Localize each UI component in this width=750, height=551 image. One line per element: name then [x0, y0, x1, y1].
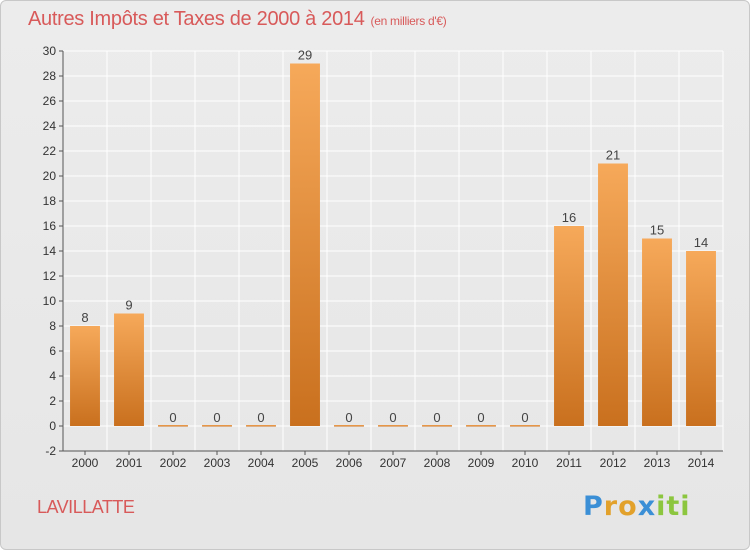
x-tick-label: 2005 — [292, 456, 319, 470]
bar-2004 — [246, 425, 276, 427]
x-tick-label: 2008 — [424, 456, 451, 470]
y-tick-label: 18 — [43, 194, 57, 208]
data-label: 0 — [433, 410, 440, 425]
data-label: 15 — [650, 223, 664, 238]
data-label: 16 — [562, 210, 576, 225]
bar-2007 — [378, 425, 408, 427]
y-tick-label: 6 — [49, 344, 56, 358]
data-label: 9 — [125, 298, 132, 313]
data-label: 0 — [213, 410, 220, 425]
y-tick-label: 0 — [49, 419, 56, 433]
data-label: 14 — [694, 235, 708, 250]
bar-2006 — [334, 425, 364, 427]
logo-letter: x — [637, 491, 657, 522]
x-tick-label: 2003 — [204, 456, 231, 470]
x-tick-label: 2011 — [556, 456, 582, 470]
data-label: 29 — [298, 48, 312, 63]
bar-2012 — [598, 163, 628, 426]
bar-2003 — [202, 425, 232, 427]
y-tick-label: 10 — [43, 294, 57, 308]
x-tick-label: 2014 — [688, 456, 715, 470]
x-tick-label: 2010 — [512, 456, 539, 470]
y-tick-label: 20 — [43, 169, 57, 183]
data-label: 0 — [257, 410, 264, 425]
chart-unit: (en milliers d'€) — [370, 14, 447, 28]
logo-letter: r — [603, 491, 619, 522]
y-tick-label: 8 — [49, 319, 56, 333]
x-tick-label: 2009 — [468, 456, 495, 470]
bar-2009 — [466, 425, 496, 427]
proxiti-logo: Proxiti — [583, 491, 691, 522]
y-tick-label: -2 — [45, 444, 56, 458]
x-tick-label: 2013 — [644, 456, 671, 470]
chart-title-text: Autres Impôts et Taxes de 2000 à 2014 — [28, 8, 365, 30]
bar-2014 — [686, 251, 716, 426]
commune-name: LAVILLATTE — [37, 497, 135, 517]
y-tick-label: 14 — [43, 244, 57, 258]
data-label: 21 — [606, 148, 620, 163]
data-label: 0 — [345, 410, 352, 425]
bar-2011 — [554, 226, 584, 426]
data-label: 0 — [477, 410, 484, 425]
logo-letter: t — [666, 491, 681, 522]
x-tick-label: 2004 — [248, 456, 275, 470]
bar-2010 — [510, 425, 540, 427]
y-tick-label: 2 — [49, 394, 56, 408]
x-tick-label: 2006 — [336, 456, 363, 470]
data-label: 0 — [169, 410, 176, 425]
x-tick-label: 2002 — [160, 456, 187, 470]
y-tick-label: 26 — [43, 94, 57, 108]
logo-letter: P — [583, 491, 604, 522]
y-tick-label: 16 — [43, 219, 57, 233]
bar-2005 — [290, 63, 320, 426]
x-tick-label: 2007 — [380, 456, 407, 470]
y-tick-label: 24 — [43, 119, 57, 133]
x-tick-label: 2012 — [600, 456, 627, 470]
bar-2002 — [158, 425, 188, 427]
y-tick-label: 12 — [43, 269, 57, 283]
chart-title: Autres Impôts et Taxes de 2000 à 2014 (en… — [28, 8, 447, 31]
data-label: 8 — [81, 310, 88, 325]
bar-2001 — [114, 313, 144, 426]
logo-letter: o — [618, 491, 638, 522]
y-tick-label: 28 — [43, 69, 57, 83]
logo-letter: i — [656, 491, 667, 522]
bar-2008 — [422, 425, 452, 427]
data-label: 0 — [389, 410, 396, 425]
bar-2013 — [642, 238, 672, 426]
x-tick-label: 2000 — [72, 456, 99, 470]
data-label: 0 — [521, 410, 528, 425]
y-tick-label: 4 — [49, 369, 56, 383]
x-tick-label: 2001 — [116, 456, 143, 470]
y-tick-label: 30 — [43, 44, 57, 58]
bar-2000 — [70, 326, 100, 426]
y-tick-label: 22 — [43, 144, 57, 158]
logo-letter: i — [680, 491, 691, 522]
